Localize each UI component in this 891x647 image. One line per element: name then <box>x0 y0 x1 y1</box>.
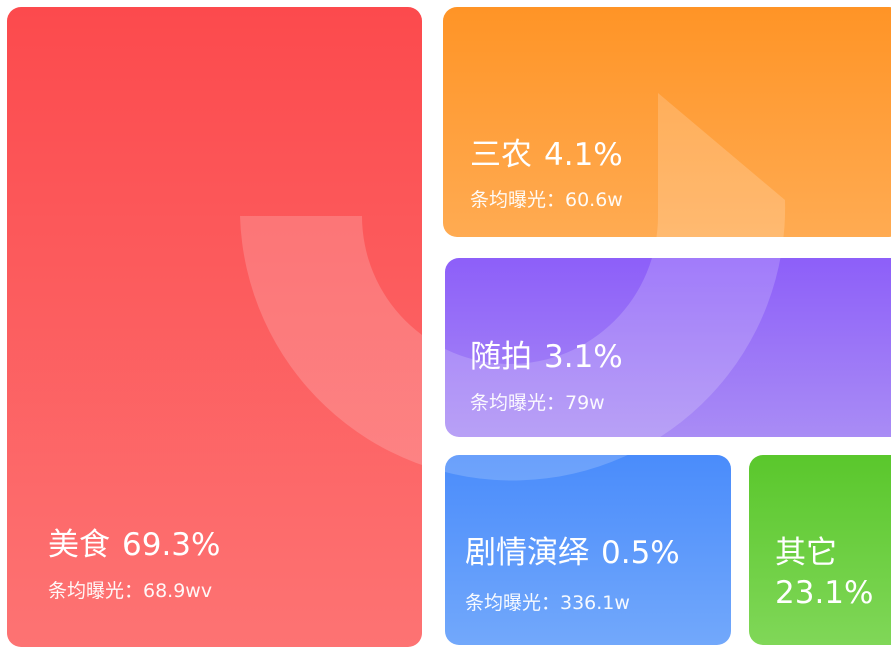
card-heading: 剧情演绎 0.5% <box>465 527 680 572</box>
card-name: 其它 <box>775 535 837 571</box>
card-metric: 条均曝光：60.6w <box>470 189 623 211</box>
category-card[interactable]: 美食 69.3% 条均曝光：68.9wv <box>7 7 422 647</box>
card-metric: 条均曝光：68.9wv <box>48 580 213 602</box>
card-heading: 三农 4.1% <box>470 129 623 174</box>
card-name: 三农 <box>470 137 532 173</box>
category-card[interactable]: 三农 4.1% 条均曝光：60.6w <box>443 7 891 237</box>
card-name: 剧情演绎 <box>465 535 589 571</box>
card-share: 4.1% <box>544 137 623 173</box>
card-share: 3.1% <box>544 339 623 375</box>
card-name: 美食 <box>48 527 110 563</box>
category-card[interactable]: 剧情演绎 0.5% 条均曝光：336.1w <box>445 455 731 645</box>
category-card[interactable]: 随拍 3.1% 条均曝光：79w <box>445 258 891 437</box>
card-metric: 条均曝光：79w <box>470 392 605 414</box>
card-heading: 随拍 3.1% <box>470 331 623 376</box>
category-card[interactable]: 其它 23.1% <box>749 455 891 645</box>
card-name: 随拍 <box>470 339 532 375</box>
card-heading: 美食 69.3% <box>48 519 220 564</box>
card-metric: 条均曝光：336.1w <box>465 592 630 614</box>
screen: {"cards": [ {"name": "美食", "share": "69.… <box>7 7 891 647</box>
card-share: 0.5% <box>601 535 680 571</box>
card-share: 23.1% <box>775 575 874 611</box>
card-share: 69.3% <box>122 527 221 563</box>
